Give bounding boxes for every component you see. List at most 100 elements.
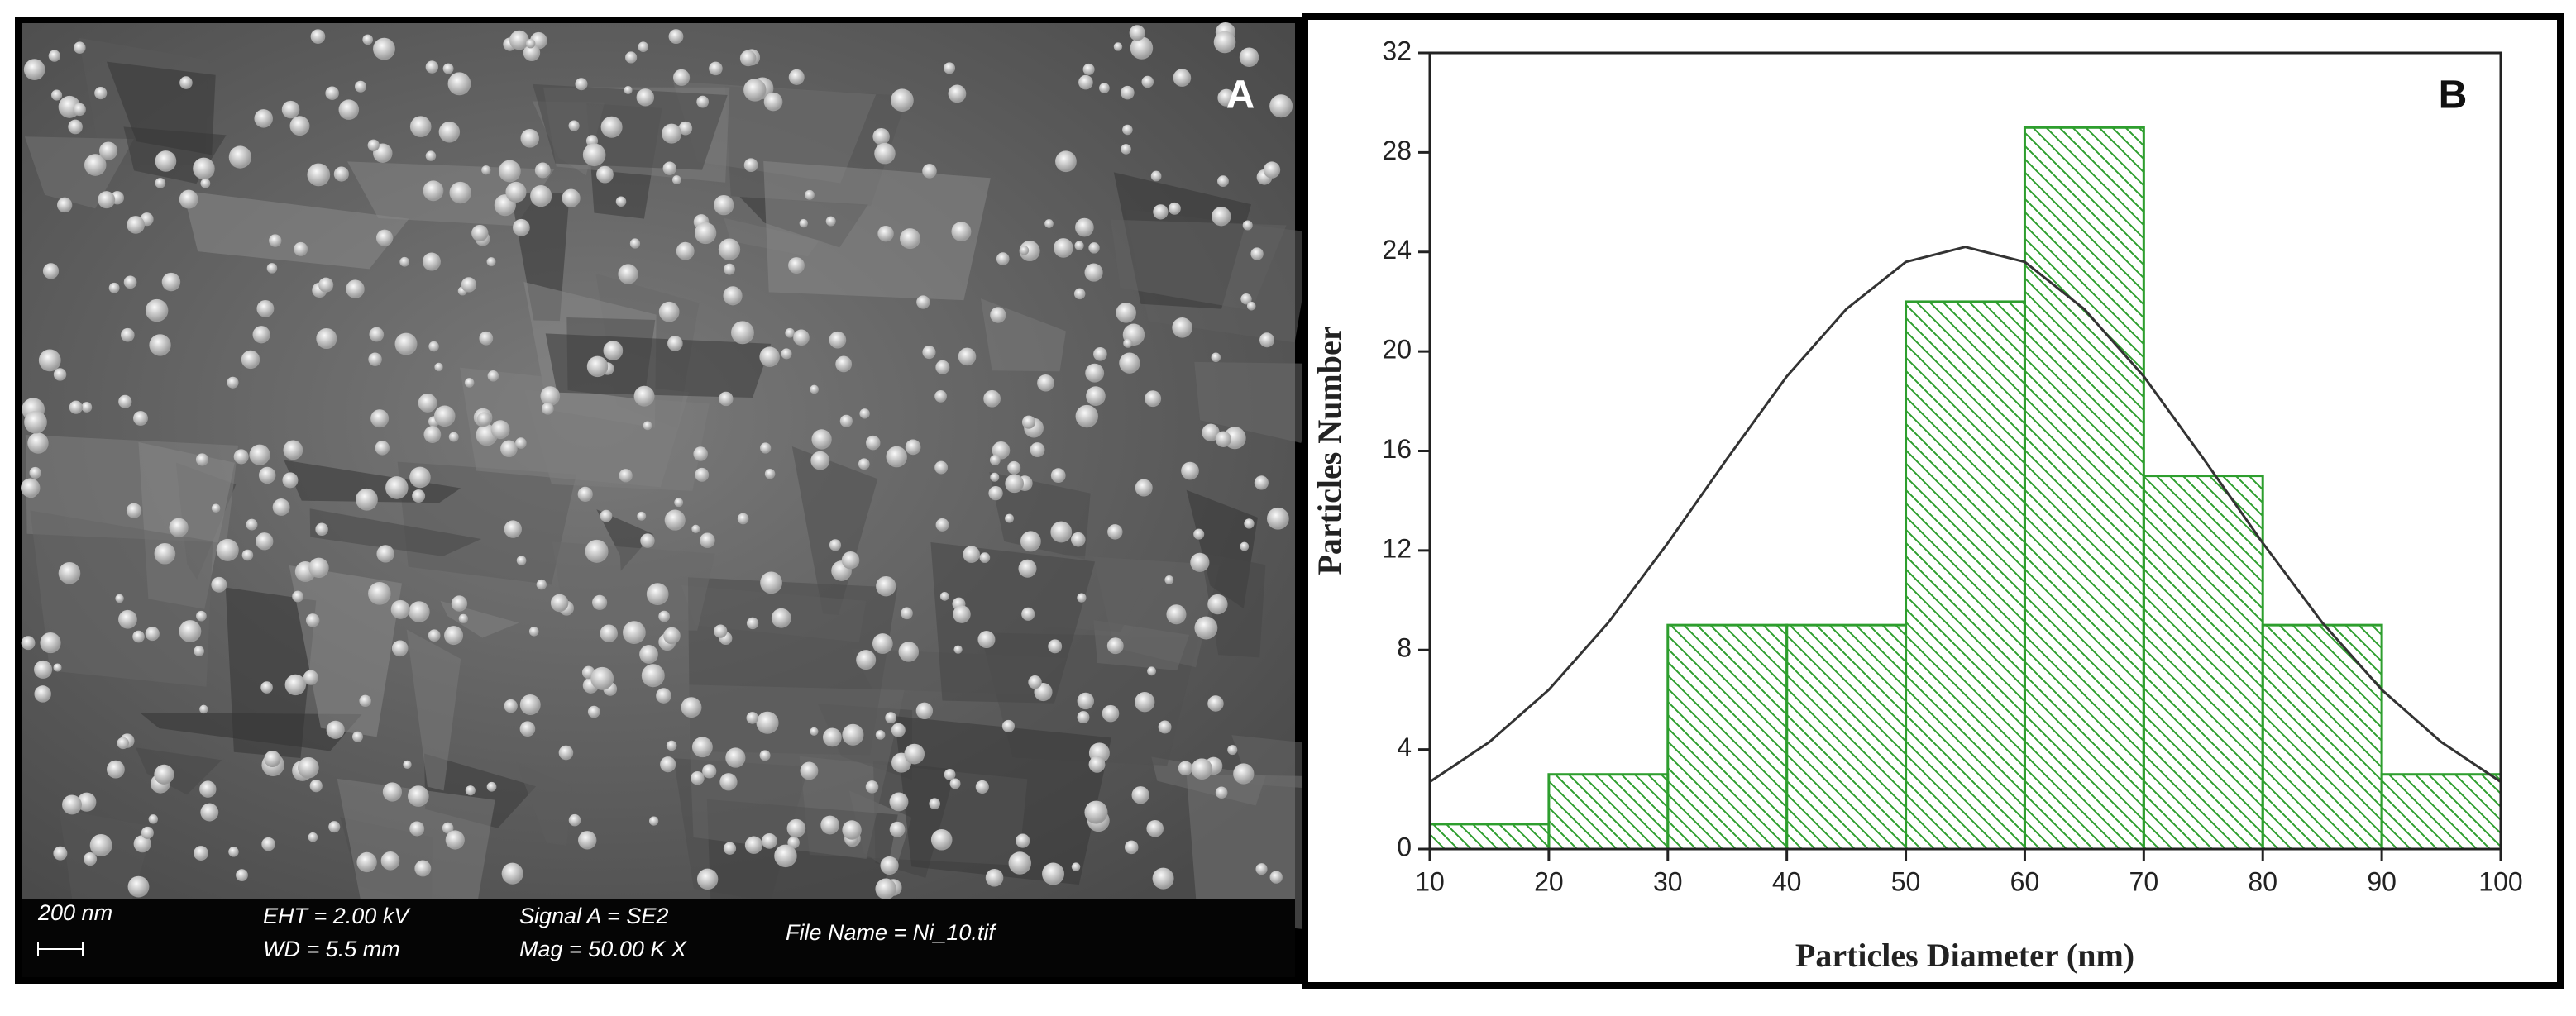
sem-particle — [663, 627, 681, 645]
sem-particle — [696, 868, 719, 890]
sem-particle — [258, 466, 276, 484]
sem-particle — [1020, 531, 1041, 552]
sem-particle — [118, 609, 137, 629]
sem-particle — [1093, 346, 1107, 361]
sem-particle — [1007, 460, 1021, 475]
sem-particle — [23, 59, 45, 80]
sem-particle — [953, 605, 971, 623]
sem-particle — [127, 216, 145, 234]
sem-particle — [228, 847, 239, 857]
sem-particle — [678, 121, 693, 136]
sem-particle — [1116, 303, 1136, 323]
sem-particle — [149, 334, 171, 356]
sem-particle — [1054, 238, 1073, 258]
sem-particle — [528, 627, 539, 637]
sem-flake — [135, 747, 222, 795]
sem-particle — [376, 545, 394, 563]
sem-particle — [444, 626, 464, 646]
sem-particle — [38, 349, 61, 372]
sem-particle — [810, 727, 819, 736]
sem-particle — [759, 346, 780, 367]
sem-particle — [825, 216, 836, 227]
sem-particle — [951, 222, 972, 242]
x-tick-label: 80 — [2248, 866, 2277, 896]
sem-particle — [369, 327, 385, 342]
sem-particle — [671, 175, 681, 184]
sem-particle — [1135, 479, 1153, 497]
sem-particle — [34, 685, 51, 703]
sem-particle — [743, 79, 767, 102]
sem-particle — [731, 321, 754, 345]
y-tick-label: 4 — [1397, 732, 1412, 762]
sem-particle — [504, 699, 518, 713]
sem-particle — [1075, 404, 1099, 428]
sem-particle — [1077, 692, 1094, 710]
sem-particle — [1075, 217, 1094, 237]
sem-particle — [1044, 219, 1054, 228]
bar — [2023, 126, 2145, 851]
sem-particle — [1242, 220, 1253, 231]
sem-particle — [746, 617, 759, 630]
sem-particle — [283, 440, 303, 460]
sem-particle — [596, 165, 614, 184]
sem-particle — [799, 218, 808, 228]
sem-particle — [901, 607, 913, 620]
sem-particle — [696, 95, 710, 108]
sem-particle — [723, 286, 743, 306]
sem-particle — [362, 34, 373, 45]
sem-particle — [260, 681, 273, 694]
sem-particle — [476, 412, 491, 427]
signal: Signal A = SE2 — [519, 904, 668, 928]
sem-particle — [899, 228, 920, 250]
sem-particle — [756, 711, 779, 734]
sem-particle — [310, 29, 326, 44]
sem-particle — [578, 831, 597, 850]
sem-particle — [691, 737, 713, 758]
sem-particle — [1227, 745, 1238, 756]
sem-particle — [641, 664, 665, 688]
y-tick-label: 8 — [1397, 633, 1412, 663]
sem-particle — [227, 376, 239, 389]
sem-particle — [1028, 675, 1042, 689]
sem-particle — [338, 99, 360, 120]
sem-particle — [673, 69, 691, 86]
sem-particle — [1181, 461, 1199, 480]
sem-particle — [346, 279, 365, 298]
y-tick-label: 12 — [1382, 533, 1412, 563]
sem-particle — [328, 821, 341, 833]
bar — [1785, 623, 1908, 851]
sem-particle — [638, 41, 649, 52]
sem-particle — [1005, 513, 1014, 523]
sem-particle — [24, 410, 47, 434]
sem-particle — [542, 403, 554, 415]
sem-particle — [169, 518, 189, 537]
sem-particle — [709, 61, 723, 76]
sem-particle — [73, 103, 86, 117]
sem-particle — [958, 347, 977, 366]
sem-particle — [292, 590, 303, 603]
sem-particle — [118, 394, 132, 408]
fit-curve — [1429, 246, 2502, 783]
sem-particle — [759, 750, 771, 761]
sem-particle — [282, 472, 299, 489]
sem-particle — [407, 785, 429, 807]
sem-particle — [811, 429, 832, 450]
sem-particle — [691, 524, 700, 533]
sem-particle — [48, 50, 60, 62]
sem-flake — [894, 716, 1112, 885]
sem-particle — [856, 650, 877, 670]
sem-particle — [786, 818, 806, 838]
sem-particle — [629, 238, 641, 249]
sem-particle — [84, 154, 107, 176]
sem-particle — [586, 355, 609, 378]
sem-particle — [820, 815, 840, 835]
sem-flake — [1111, 219, 1287, 311]
sem-particle — [380, 851, 400, 871]
sem-particle — [145, 626, 160, 642]
sem-particle — [498, 160, 521, 183]
sem-particle — [34, 660, 53, 679]
sem-particle — [1164, 575, 1174, 584]
sem-particle — [123, 275, 137, 289]
sem-particle — [904, 743, 925, 765]
sem-particle — [1086, 386, 1106, 407]
